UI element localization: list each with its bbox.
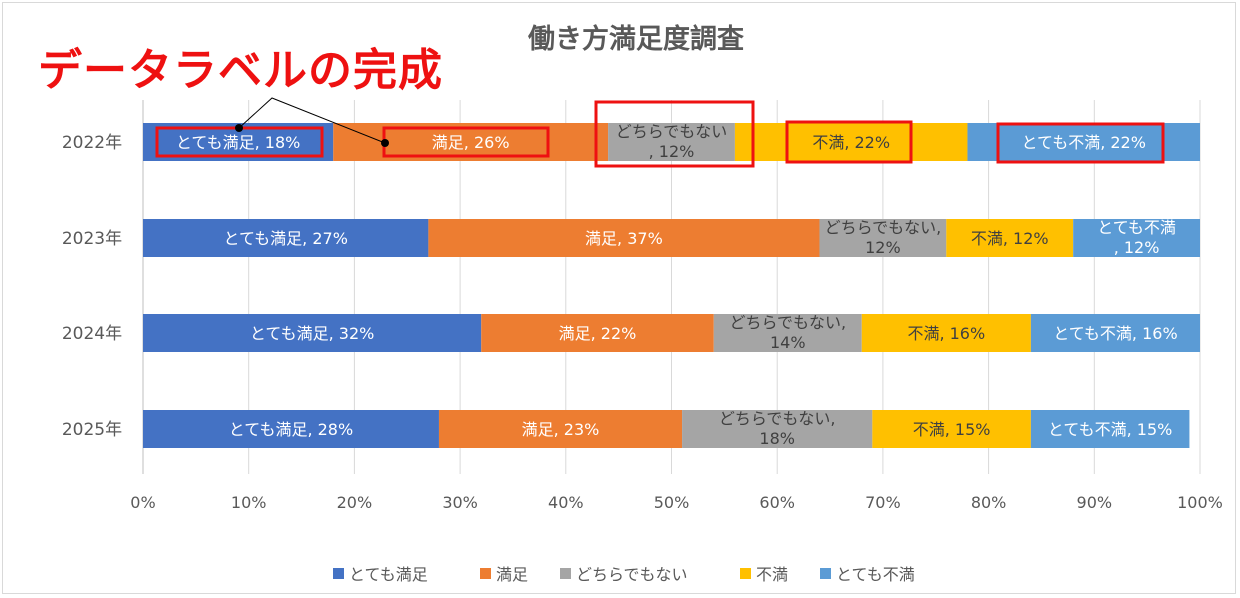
- bar-segment: [143, 410, 439, 448]
- callout-dot: [235, 124, 243, 132]
- legend-label: 不満: [756, 565, 788, 584]
- data-label: とても不満, 22%: [1021, 133, 1145, 152]
- data-label: 満足, 23%: [522, 420, 600, 439]
- x-tick-label: 60%: [759, 493, 795, 512]
- bar-segment: [438, 410, 683, 448]
- callout-dot: [381, 139, 389, 147]
- legend-label: 満足: [496, 565, 528, 584]
- legend-swatch: [820, 568, 831, 579]
- data-label: とても満足, 27%: [223, 229, 347, 248]
- bar-segment: [713, 314, 862, 352]
- x-tick-label: 10%: [231, 493, 267, 512]
- bar-segment: [734, 123, 968, 161]
- category-label: 2024年: [62, 324, 122, 344]
- data-label: , 12%: [649, 142, 695, 161]
- data-label: 不満, 15%: [913, 420, 991, 439]
- highlight-box: [996, 122, 1165, 164]
- x-tick-label: 40%: [548, 493, 584, 512]
- bar-segment: [819, 219, 947, 257]
- data-label: 18%: [759, 429, 795, 448]
- bar-segment: [481, 314, 714, 352]
- highlight-box: [594, 100, 755, 168]
- x-tick-label: 20%: [337, 493, 373, 512]
- data-label: , 12%: [1114, 238, 1160, 257]
- x-tick-label: 70%: [865, 493, 901, 512]
- category-label: 2022年: [62, 133, 122, 153]
- x-tick-label: 30%: [442, 493, 478, 512]
- bar-segment: [608, 123, 735, 161]
- legend-swatch: [560, 568, 571, 579]
- x-tick-label: 80%: [971, 493, 1007, 512]
- category-label: 2023年: [62, 229, 122, 249]
- bar-segment: [682, 410, 873, 448]
- bar-segment: [946, 219, 1074, 257]
- bar-segment: [1030, 410, 1190, 448]
- bar-segment: [143, 219, 429, 257]
- data-label: とても不満, 15%: [1048, 420, 1172, 439]
- data-label: どちらでもない: [616, 122, 728, 141]
- bar-segment: [1030, 314, 1200, 352]
- data-label: 12%: [865, 238, 901, 257]
- x-tick-label: 0%: [130, 493, 155, 512]
- overlay-caption: データラベルの完成: [38, 45, 443, 96]
- legend-label: とても不満: [836, 565, 915, 584]
- data-label: どちらでもない,: [825, 218, 942, 237]
- category-label: 2025年: [62, 420, 122, 440]
- bar-segment: [143, 314, 482, 352]
- data-label: 不満, 16%: [907, 324, 985, 343]
- bar-segment: [861, 314, 1031, 352]
- callout-line: [238, 97, 386, 144]
- x-tick-label: 90%: [1077, 493, 1113, 512]
- legend-label: とても満足: [349, 565, 428, 584]
- chart-title: 働き方満足度調査: [528, 23, 744, 55]
- x-tick-label: 50%: [654, 493, 690, 512]
- bar-segment: [1073, 219, 1200, 257]
- legend-swatch: [740, 568, 751, 579]
- legend-label: どちらでもない: [576, 565, 688, 584]
- data-label: どちらでもない,: [729, 313, 846, 332]
- data-label: 14%: [770, 333, 806, 352]
- highlight-box: [785, 120, 913, 164]
- data-label: どちらでもない,: [719, 409, 836, 428]
- data-label: 満足, 22%: [559, 324, 637, 343]
- data-label: とても満足, 18%: [176, 133, 300, 152]
- bar-segment: [967, 123, 1200, 161]
- data-label: とても不満: [1097, 218, 1176, 237]
- x-tick-label: 100%: [1177, 493, 1223, 512]
- bar-segment: [872, 410, 1031, 448]
- bar-segment: [428, 219, 820, 257]
- legend-swatch: [333, 568, 344, 579]
- data-label: 不満, 22%: [812, 133, 890, 152]
- data-label: 満足, 37%: [585, 229, 663, 248]
- data-label: とても不満, 16%: [1053, 324, 1177, 343]
- data-label: とても満足, 32%: [250, 324, 374, 343]
- data-label: 満足, 26%: [432, 133, 510, 152]
- data-label: とても満足, 28%: [229, 420, 353, 439]
- legend-swatch: [480, 568, 491, 579]
- data-label: 不満, 12%: [971, 229, 1049, 248]
